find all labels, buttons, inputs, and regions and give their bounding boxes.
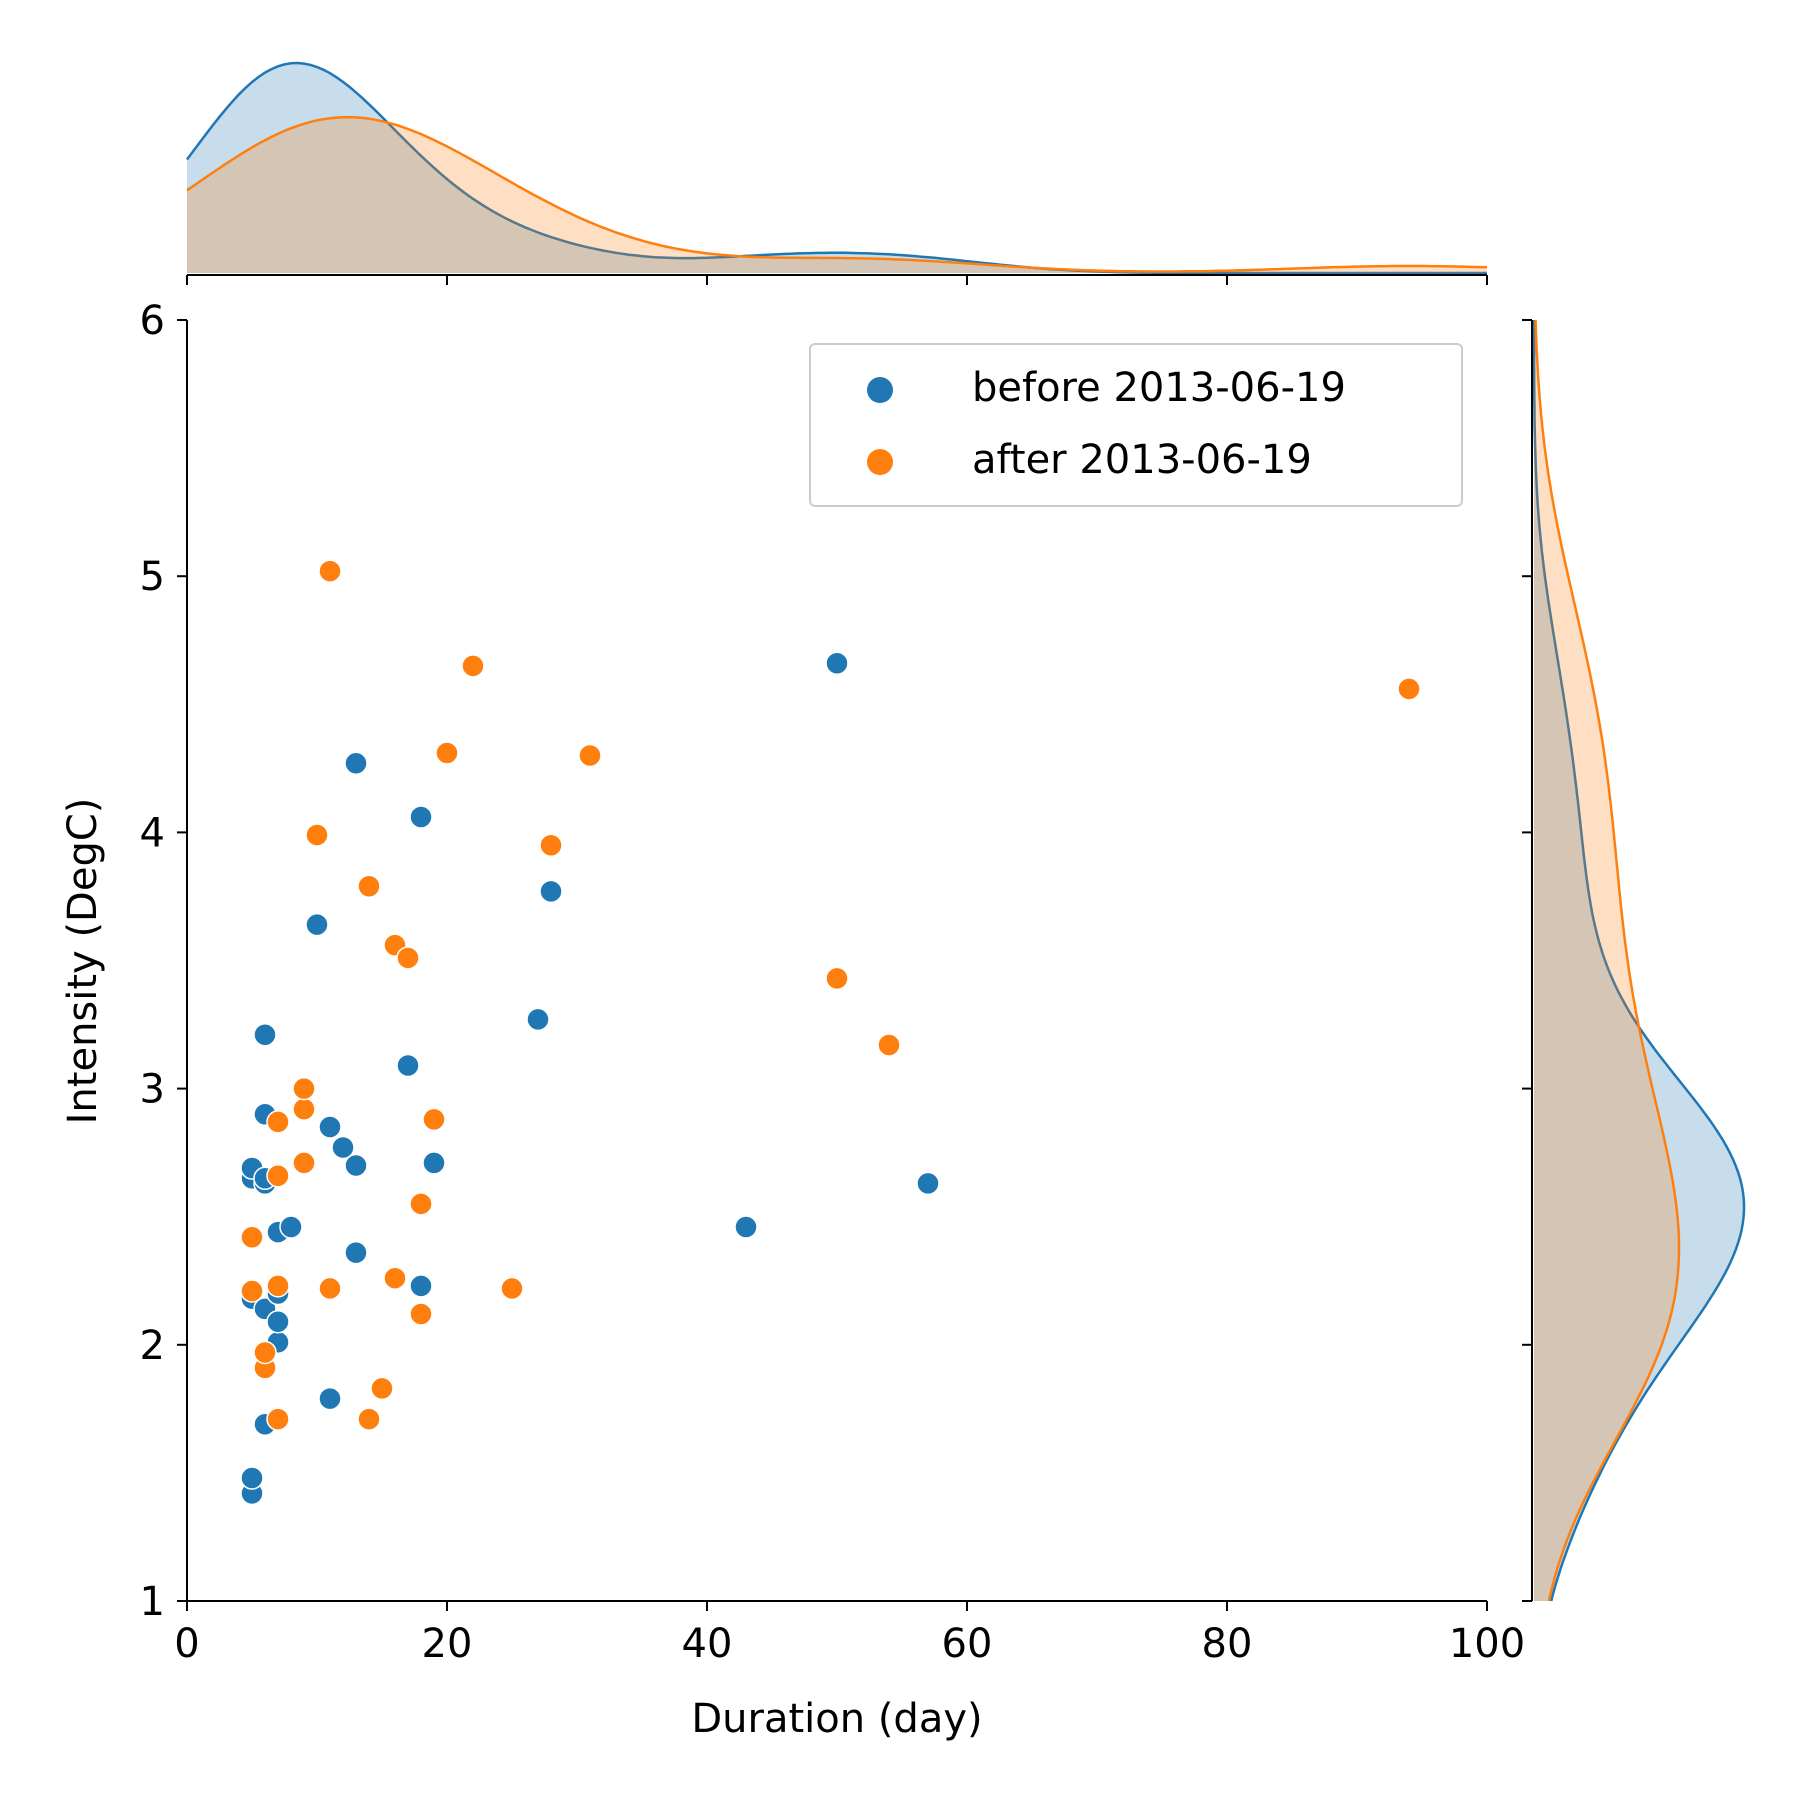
point-before	[253, 1023, 277, 1047]
point-after	[292, 1151, 316, 1175]
x-tick-label: 0	[174, 1621, 199, 1667]
scatter-points	[240, 559, 1421, 1506]
top-kde-fill-after	[187, 117, 1487, 273]
legend-marker-after	[867, 449, 893, 475]
point-after	[409, 1302, 433, 1326]
legend-marker-before	[867, 377, 893, 403]
point-before	[318, 1386, 342, 1411]
point-after	[305, 823, 329, 847]
x-tick-label: 20	[422, 1621, 473, 1667]
point-after	[318, 559, 342, 583]
point-before	[422, 1151, 446, 1175]
point-after	[292, 1076, 316, 1101]
point-after	[240, 1279, 264, 1303]
right-marginal-ticks	[1522, 319, 1532, 1602]
point-after	[396, 946, 420, 970]
y-tick-label: 5	[140, 554, 165, 600]
legend-label-after: after 2013-06-19	[972, 437, 1312, 483]
point-after	[370, 1376, 394, 1401]
x-tick-label: 40	[682, 1621, 733, 1667]
point-before	[305, 912, 329, 937]
point-after	[500, 1276, 524, 1301]
x-axis-ticks: 0 20 40 60 80 100	[174, 1601, 1525, 1667]
point-after	[1397, 677, 1421, 701]
x-axis-label: Duration (day)	[691, 1696, 982, 1742]
point-before	[331, 1135, 355, 1160]
point-before	[344, 1153, 368, 1178]
point-before	[344, 1240, 368, 1265]
point-after	[318, 1276, 342, 1301]
top-kde-line-before	[185, 61, 1487, 275]
point-after	[253, 1340, 277, 1365]
x-tick-label: 60	[942, 1621, 993, 1667]
top-kde-fill-before	[187, 63, 1487, 273]
point-after	[266, 1274, 290, 1298]
point-after	[357, 1407, 381, 1431]
x-tick-label: 100	[1449, 1621, 1525, 1667]
y-axis-ticks: 1 2 3 4 5 6	[140, 298, 187, 1625]
point-before	[916, 1171, 940, 1196]
y-tick-label: 2	[140, 1323, 165, 1369]
y-axis-label: Intensity (DegC)	[60, 798, 106, 1125]
point-before	[240, 1466, 264, 1490]
point-after	[435, 741, 459, 765]
point-before	[266, 1309, 290, 1334]
point-after	[266, 1163, 290, 1188]
right-kde-fill-after	[1534, 320, 1679, 1601]
y-tick-label: 1	[140, 1579, 165, 1625]
point-after	[357, 874, 381, 898]
legend: before 2013-06-19 after 2013-06-19	[809, 343, 1463, 507]
y-tick-label: 4	[140, 810, 165, 856]
right-kde-curves	[1532, 319, 1746, 1602]
top-kde-line-after	[186, 115, 1488, 273]
point-after	[539, 833, 563, 857]
point-after	[578, 743, 602, 768]
point-after	[266, 1110, 290, 1134]
point-after	[461, 654, 485, 678]
point-after	[240, 1225, 264, 1249]
point-before	[409, 805, 433, 829]
point-before	[539, 879, 563, 904]
point-after	[409, 1192, 433, 1216]
main-plot: 0 20 40 60 80 100 1 2 3 4 5 6 Duration (day) Inten…	[60, 298, 1525, 1742]
top-kde-curves	[185, 61, 1488, 275]
y-tick-label: 3	[140, 1067, 165, 1113]
right-marginal-plot	[1522, 319, 1746, 1602]
point-after	[266, 1407, 290, 1431]
point-after	[383, 1266, 407, 1290]
y-tick-label: 6	[140, 298, 165, 344]
right-kde-line-after	[1534, 319, 1681, 1602]
point-after	[292, 1097, 316, 1121]
point-after	[422, 1107, 446, 1132]
x-tick-label: 80	[1202, 1621, 1253, 1667]
point-before	[825, 651, 849, 676]
point-before	[344, 751, 368, 775]
right-kde-line-before	[1532, 320, 1746, 1602]
legend-box	[809, 343, 1463, 507]
point-before	[734, 1215, 758, 1239]
point-before	[318, 1115, 342, 1139]
point-before	[526, 1007, 550, 1032]
top-marginal-ticks	[186, 275, 1488, 285]
legend-label-before: before 2013-06-19	[972, 365, 1346, 411]
right-kde-fill-before	[1534, 320, 1744, 1601]
point-after	[877, 1033, 901, 1057]
top-marginal-plot	[185, 61, 1488, 285]
point-after	[825, 966, 849, 991]
point-before	[279, 1215, 303, 1239]
point-before	[396, 1053, 420, 1078]
point-before	[409, 1274, 433, 1298]
